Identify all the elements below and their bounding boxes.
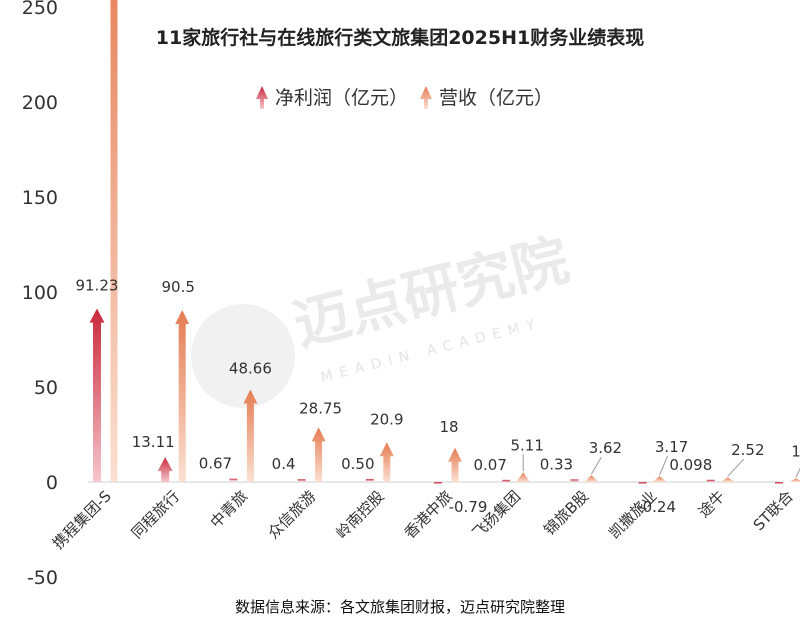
net-profit-bar (502, 479, 511, 482)
category-label: ST联合 (750, 487, 797, 534)
net-profit-label: 13.11 (132, 433, 175, 451)
revenue-bar (110, 0, 118, 482)
revenue-label: 28.75 (299, 399, 342, 417)
bar-arrow (311, 427, 326, 482)
revenue-label: 5.11 (510, 436, 543, 454)
leader-line (727, 458, 745, 477)
category-label: 岭南控股 (332, 487, 387, 542)
net-profit-bar (157, 457, 173, 482)
bar-arrow (243, 389, 258, 482)
net-profit-label: -0.24 (637, 498, 676, 516)
bar-arrow (584, 475, 599, 482)
bar-mark (365, 479, 374, 482)
bar-arrow (175, 310, 190, 482)
leader-line (659, 455, 669, 476)
watermark-logo-icon (191, 304, 295, 408)
legend-rev-arrow-icon (420, 86, 432, 109)
bar-mark (775, 482, 783, 484)
net-profit-bar (229, 478, 238, 481)
net-profit-bar (570, 479, 579, 482)
category-label: 同程旅行 (128, 487, 183, 542)
bar-mark (502, 479, 511, 482)
revenue-bar (448, 447, 462, 482)
bar-arrow (652, 475, 667, 482)
category-label: 中青旅 (207, 487, 252, 532)
bar-arrow (448, 447, 462, 482)
y-tick-label: 250 (22, 0, 58, 19)
y-tick-label: 150 (22, 187, 58, 209)
revenue-bar (789, 478, 800, 482)
net-profit-bar (706, 479, 715, 482)
revenue-bar (720, 477, 735, 482)
revenue-bar (652, 475, 667, 482)
net-profit-label: -0.79 (449, 498, 488, 516)
bar-mark (570, 479, 579, 482)
net-profit-label: 91.23 (76, 277, 119, 295)
category-label: 携程集团-S (49, 487, 115, 553)
bar-arrow (789, 478, 800, 482)
revenue-label: 90.5 (161, 278, 194, 296)
bar-mark (434, 482, 442, 484)
legend-net-label: 净利润（亿元） (275, 87, 408, 109)
net-profit-bar (365, 479, 374, 482)
revenue-bar (175, 310, 190, 482)
category-label: 锦旅B股 (540, 487, 592, 539)
revenue-label: 3.62 (589, 439, 622, 457)
revenue-label: 2.52 (731, 441, 764, 459)
chart-title: 11家旅行社与在线旅行类文旅集团2025H1财务业绩表现 (156, 26, 644, 49)
legend-net-arrow-icon (256, 86, 268, 109)
revenue-label: 20.9 (370, 410, 403, 428)
net-profit-label: 0.4 (272, 455, 296, 473)
source-note: 数据信息来源：各文旅集团财报，迈点研究院整理 (235, 598, 565, 616)
y-tick-label: 200 (22, 92, 58, 114)
revenue-bar (516, 472, 531, 482)
net-profit-label: 0.50 (341, 455, 374, 473)
revenue-bar (584, 475, 599, 482)
bar-mark (638, 482, 647, 484)
revenue-bar (243, 389, 258, 482)
net-profit-label: 0.07 (473, 456, 506, 474)
bar-arrow (720, 477, 735, 482)
net-profit-bar (434, 482, 442, 484)
bar-arrow (157, 457, 173, 482)
revenue-label: 48.66 (229, 360, 272, 378)
y-tick-label: -50 (27, 567, 58, 589)
bar-arrow (110, 0, 118, 482)
revenue-label: 1.94 (791, 442, 800, 460)
y-tick-label: 100 (22, 282, 58, 304)
bar-arrow (89, 308, 105, 482)
revenue-bar (379, 442, 394, 482)
category-label: 香港中旅 (401, 487, 456, 542)
bar-mark (229, 478, 238, 481)
net-profit-label: 0.33 (540, 455, 573, 473)
watermark: 迈点研究院 MEADIN ACADEMY (191, 228, 575, 408)
category-label: 途牛 (695, 487, 729, 521)
bar-arrow (379, 442, 394, 482)
leader-line (590, 456, 602, 475)
net-profit-bar (89, 308, 105, 482)
y-axis: -50050100150200250300350 (22, 0, 58, 589)
net-profit-bar (775, 482, 783, 484)
watermark-cn: 迈点研究院 (288, 228, 575, 359)
y-tick-label: 50 (34, 377, 58, 399)
bar-arrow (516, 472, 531, 482)
net-profit-label: 0.098 (669, 456, 712, 474)
revenue-label: 18 (439, 418, 458, 436)
bar-mark (706, 479, 715, 482)
legend-rev-label: 营收（亿元） (439, 87, 553, 109)
net-profit-label: 0.67 (199, 455, 232, 473)
bar-mark (297, 479, 306, 482)
revenue-label: 3.17 (655, 438, 688, 456)
revenue-bar (311, 427, 326, 482)
net-profit-bar (638, 482, 647, 484)
legend: 净利润（亿元） 营收（亿元） (256, 86, 553, 109)
category-label: 众信旅游 (264, 487, 319, 542)
leader-line (795, 467, 800, 478)
y-tick-label: 0 (46, 472, 58, 494)
net-profit-bar (297, 479, 306, 482)
